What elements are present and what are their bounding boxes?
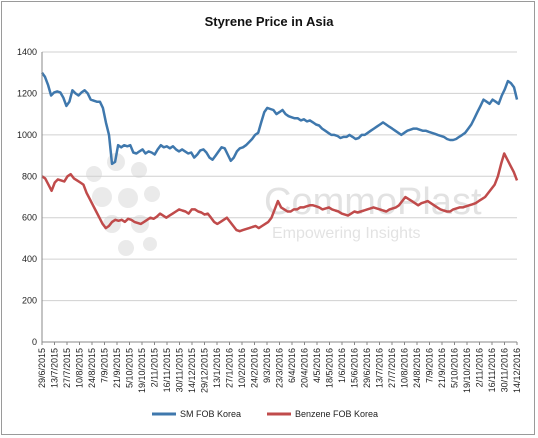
grid-lines	[42, 51, 517, 302]
x-tick-label: 20/4/2016	[300, 348, 310, 388]
x-tick-label: 15/6/2016	[350, 348, 360, 388]
y-axis-ticks: 0 200 400 600 800 1000 1200 1400	[17, 47, 37, 347]
x-tick-label: 27/1/2016	[225, 348, 235, 388]
series-line-sm-fob-korea	[40, 71, 519, 166]
x-tick-label: 13/1/2016	[212, 348, 222, 388]
x-tick-label: 10/8/2015	[75, 348, 85, 388]
y-tick-label: 200	[22, 296, 37, 306]
x-tick-label: 14/12/2016	[512, 348, 522, 393]
x-tick-label: 19/10/2016	[462, 348, 472, 393]
x-tick-label: 6/4/2016	[287, 348, 297, 383]
legend-label-sm: SM FOB Korea	[180, 409, 241, 419]
x-tick-label: 21/9/2015	[112, 348, 122, 388]
y-tick-label: 1400	[17, 47, 37, 57]
x-tick-label: 29/12/2015	[200, 348, 210, 393]
x-tick-label: 24/8/2015	[87, 348, 97, 388]
x-tick-label: 2/11/2016	[475, 348, 485, 387]
x-tick-label: 27/7/2016	[387, 348, 397, 388]
watermark-dot	[92, 187, 112, 207]
x-tick-label: 18/5/2016	[325, 348, 335, 388]
x-tick-label: 21/9/2016	[437, 348, 447, 388]
x-tick-label: 24/8/2016	[412, 348, 422, 388]
x-tick-label: 19/10/2015	[137, 348, 147, 393]
watermark-tagline: Empowering Insights	[272, 225, 421, 242]
y-tick-label: 1200	[17, 88, 37, 98]
x-tick-label: 16/11/2015	[162, 348, 172, 392]
watermark-brand: CommoPlast	[264, 181, 482, 223]
y-tick-label: 1000	[17, 130, 37, 140]
x-tick-label: 14/12/2015	[187, 348, 197, 393]
series-lines	[40, 71, 519, 233]
watermark-dot	[143, 237, 157, 251]
x-tick-label: 5/10/2015	[125, 348, 135, 388]
watermark-dot	[131, 162, 147, 178]
x-tick-label: 7/9/2016	[425, 348, 435, 383]
y-tick-label: 0	[32, 337, 37, 347]
x-tick-label: 29/6/2015	[37, 348, 47, 388]
x-tick-label: 4/5/2016	[312, 348, 322, 383]
watermark-dot	[144, 186, 160, 202]
x-tick-label: 23/3/2016	[275, 348, 285, 388]
watermark-dot	[118, 240, 134, 256]
series-line-benzene-fob-korea	[41, 152, 519, 233]
watermark-logo: CommoPlast Empowering Insights	[86, 153, 482, 256]
x-tick-label: 9/3/2016	[262, 348, 272, 383]
x-tick-label: 13/7/2016	[375, 348, 385, 388]
x-tick-label: 27/7/2015	[62, 348, 72, 388]
x-tick-label: 7/9/2015	[100, 348, 110, 383]
x-tick-label: 24/2/2016	[250, 348, 260, 388]
x-tick-label: 1/6/2016	[337, 348, 347, 383]
x-axis-ticks: 29/6/2015 13/7/2015 27/7/2015 10/8/2015 24/8…	[37, 342, 522, 393]
x-tick-label: 5/10/2016	[450, 348, 460, 388]
x-tick-label: 29/6/2016	[362, 348, 372, 388]
watermark-dot	[86, 166, 102, 182]
x-tick-label: 30/11/2016	[500, 348, 510, 392]
x-tick-label: 30/11/2015	[175, 348, 185, 392]
x-tick-label: 13/7/2015	[50, 348, 60, 388]
y-tick-label: 600	[22, 213, 37, 223]
x-tick-label: 10/8/2016	[400, 348, 410, 388]
x-tick-label: 10/2/2016	[237, 348, 247, 388]
x-tick-label: 2/11/2015	[150, 348, 160, 387]
chart-title: Styrene Price in Asia	[205, 14, 335, 29]
x-tick-label: 16/11/2016	[487, 348, 497, 392]
legend: SM FOB Korea Benzene FOB Korea	[152, 409, 378, 419]
y-tick-label: 800	[22, 171, 37, 181]
watermark-dot	[118, 188, 138, 208]
y-tick-label: 400	[22, 254, 37, 264]
legend-label-benzene: Benzene FOB Korea	[295, 409, 378, 419]
